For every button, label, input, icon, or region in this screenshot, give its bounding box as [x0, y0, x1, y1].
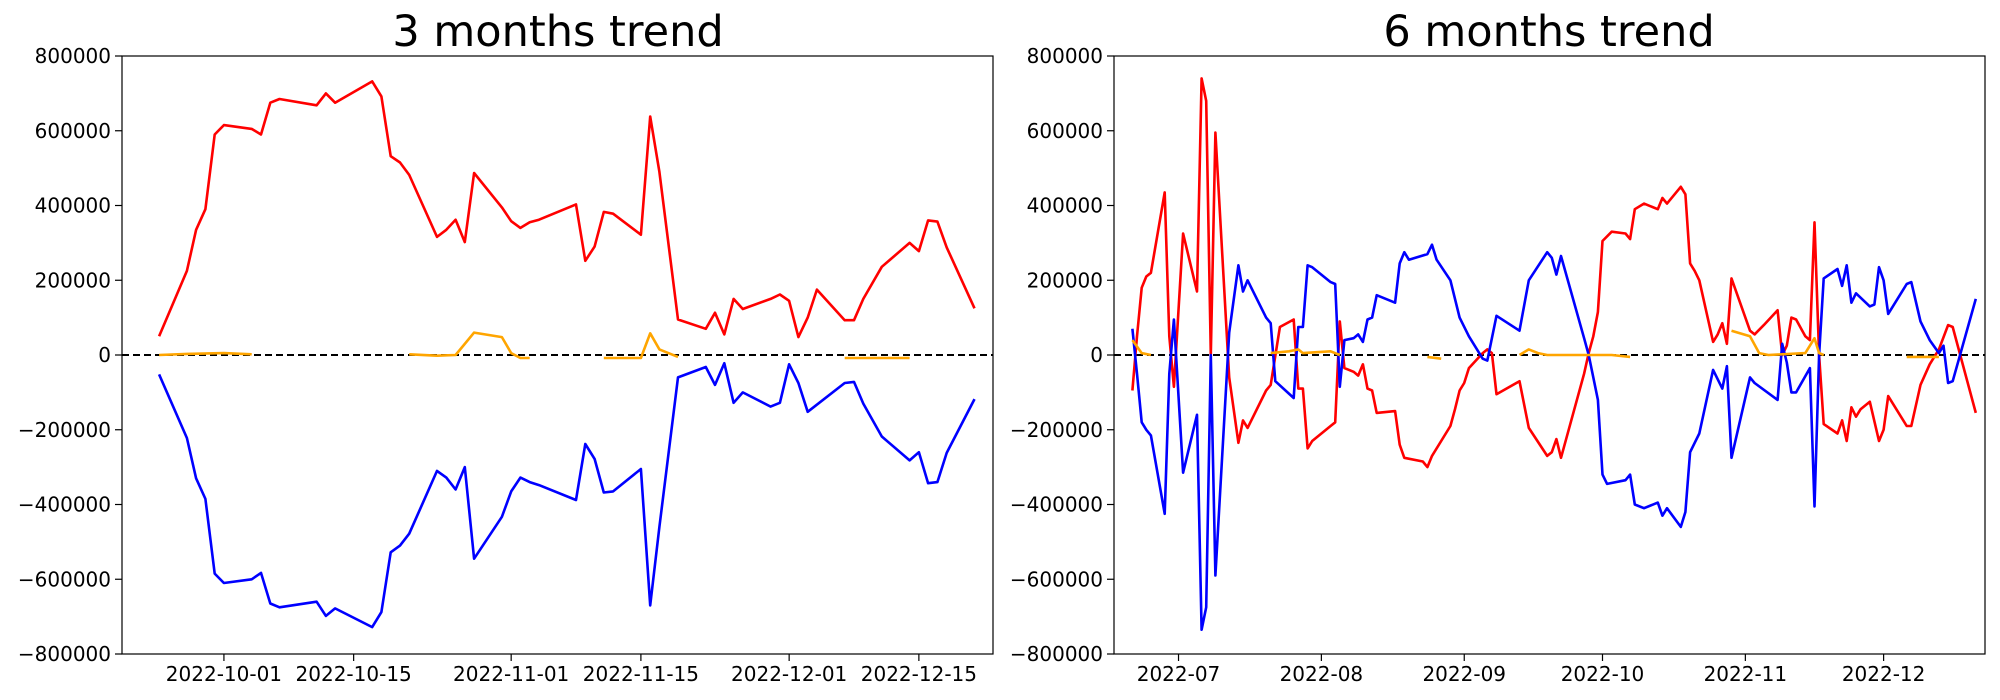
series-line-2 — [159, 351, 252, 357]
y-tick-label: −800000 — [18, 642, 111, 666]
series-line-2 — [1131, 339, 1152, 357]
y-tick-label: 800000 — [35, 44, 111, 68]
y-tick-label: 0 — [1090, 343, 1103, 367]
x-tick-label: 2022-07 — [1137, 662, 1221, 686]
series-line-2 — [603, 331, 679, 360]
y-tick-label: 200000 — [1027, 268, 1103, 292]
x-tick-label: 2022-11-01 — [453, 662, 569, 686]
y-tick-label: 200000 — [35, 268, 111, 292]
series-line-0 — [1131, 77, 1978, 469]
y-tick-label: 400000 — [1027, 194, 1103, 218]
series-line-2 — [1731, 329, 1825, 357]
x-tick-label: 2022-09 — [1422, 662, 1506, 686]
y-tick-label: 800000 — [1027, 44, 1103, 68]
x-tick-label: 2022-08 — [1280, 662, 1364, 686]
series-line-2 — [1518, 348, 1631, 359]
x-tick-label: 2022-12-01 — [731, 662, 847, 686]
x-tick-label: 2022-11-15 — [583, 662, 699, 686]
series-line-0 — [157, 80, 976, 339]
y-tick-label: −200000 — [1010, 418, 1103, 442]
series-line-2 — [1270, 348, 1341, 357]
y-tick-label: −400000 — [18, 493, 111, 517]
y-tick-label: 400000 — [35, 194, 111, 218]
y-tick-label: −800000 — [1010, 642, 1103, 666]
y-tick-label: 0 — [98, 343, 111, 367]
series-line-1 — [157, 361, 976, 629]
series-line-2 — [1427, 355, 1442, 360]
x-tick-label: 2022-11 — [1704, 662, 1788, 686]
y-tick-label: −400000 — [1010, 493, 1103, 517]
chart-panel-3-months: 3 months trend −800000 −600000 −400000 −200… — [18, 7, 994, 686]
series-line-1 — [1131, 243, 1978, 632]
x-tick-label: 2022-12-15 — [861, 662, 977, 686]
x-tick-label: 2022-12 — [1842, 662, 1926, 686]
x-tick-label: 2022-10-01 — [166, 662, 282, 686]
y-tick-label: −200000 — [18, 418, 111, 442]
y-tick-label: −600000 — [1010, 567, 1103, 591]
y-tick-label: 600000 — [35, 119, 111, 143]
series-line-2 — [409, 331, 530, 360]
x-tick-label: 2022-10 — [1561, 662, 1645, 686]
chart-title: 6 months trend — [1383, 7, 1714, 57]
y-tick-label: −600000 — [18, 567, 111, 591]
y-tick-label: 600000 — [1027, 119, 1103, 143]
chart-panel-6-months: 6 months trend −800000 −600000 −400000 −200… — [1010, 7, 1986, 686]
x-tick-label: 2022-10-15 — [296, 662, 412, 686]
chart-title: 3 months trend — [392, 7, 723, 57]
